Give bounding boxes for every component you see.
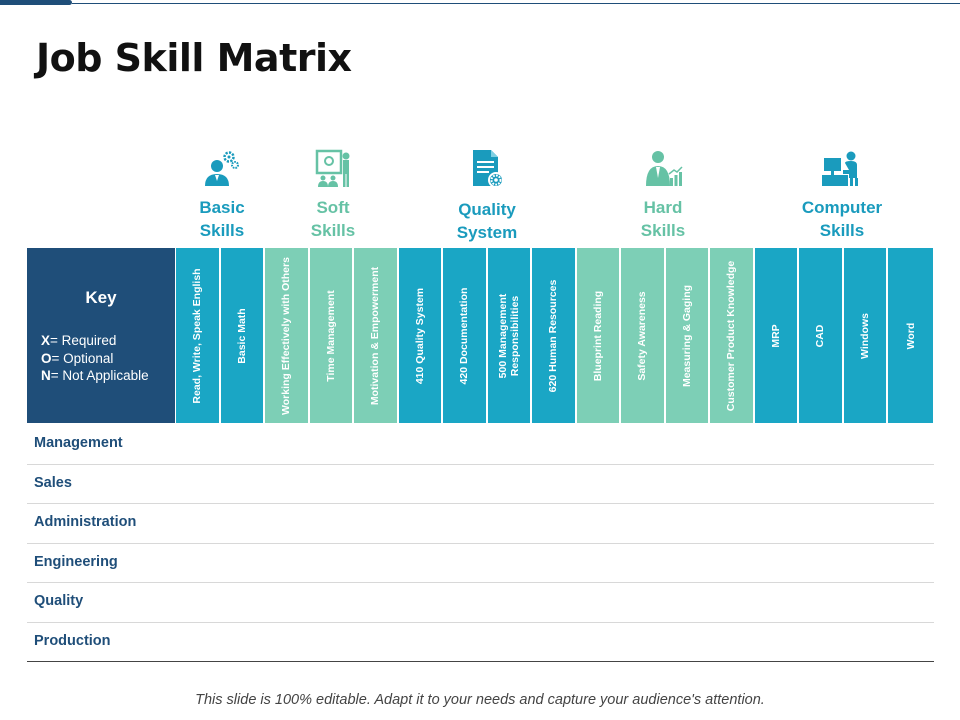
category-line1: Quality bbox=[458, 200, 516, 219]
column-label: Time Management bbox=[324, 289, 337, 382]
column-header: Working Effectively with Others bbox=[265, 248, 309, 423]
top-accent-bar bbox=[0, 0, 72, 5]
key-text: = Optional bbox=[51, 350, 114, 366]
matrix-row: Management bbox=[27, 425, 934, 465]
row-label: Sales bbox=[34, 474, 72, 491]
document-gear-icon bbox=[473, 150, 504, 188]
column-header: 410 Quality System bbox=[398, 248, 442, 423]
column-label: 500 Management Responsibilities bbox=[496, 293, 521, 378]
key-code: X bbox=[41, 333, 51, 348]
column-label: 420 Documentation bbox=[458, 287, 471, 384]
category-basic-skills: Basic Skills bbox=[172, 148, 272, 242]
category-line1: Computer bbox=[801, 198, 883, 217]
presentation-icon bbox=[315, 149, 350, 187]
key-line-not-applicable: N= Not Applicable bbox=[41, 367, 149, 385]
row-label: Engineering bbox=[34, 553, 118, 570]
column-label: Safety Awareness bbox=[636, 290, 649, 381]
column-header: Blueprint Reading bbox=[576, 248, 620, 423]
key-legend: Key X= Required O= Optional N= Not Appli… bbox=[27, 248, 175, 423]
row-label: Production bbox=[34, 632, 111, 649]
column-header: CAD bbox=[799, 248, 843, 423]
worker-chart-icon bbox=[646, 151, 683, 186]
column-label: Basic Math bbox=[235, 307, 248, 364]
column-label: Working Effectively with Others bbox=[280, 256, 293, 415]
column-header: Basic Math bbox=[220, 248, 264, 423]
category-line1: Soft bbox=[316, 198, 350, 217]
column-header: Windows bbox=[843, 248, 887, 423]
column-header: 500 Management Responsibilities bbox=[487, 248, 531, 423]
column-label: CAD bbox=[814, 324, 827, 347]
category-computer-skills: Computer Skills bbox=[787, 148, 897, 242]
category-line1: Basic bbox=[199, 198, 245, 217]
row-label: Management bbox=[34, 435, 123, 451]
matrix-row: Sales bbox=[27, 465, 934, 504]
column-label: 410 Quality System bbox=[413, 287, 426, 384]
column-header: Word bbox=[888, 248, 934, 423]
column-header: Time Management bbox=[309, 248, 353, 423]
column-header: Customer Product Knowledge bbox=[710, 248, 754, 423]
key-text: = Not Applicable bbox=[50, 368, 149, 383]
key-lines: X= Required O= Optional N= Not Applicabl… bbox=[41, 332, 149, 385]
footer-note: This slide is 100% editable. Adapt it to… bbox=[195, 692, 765, 708]
key-line-optional: O= Optional bbox=[41, 350, 149, 368]
column-header: Motivation & Empowerment bbox=[354, 248, 398, 423]
computer-user-icon bbox=[822, 151, 858, 186]
column-label: Customer Product Knowledge bbox=[725, 260, 738, 411]
key-line-required: X= Required bbox=[41, 332, 149, 350]
key-code: O bbox=[41, 350, 52, 366]
column-label: Motivation & Empowerment bbox=[369, 266, 382, 405]
key-code: N bbox=[41, 368, 51, 383]
column-label: Blueprint Reading bbox=[591, 290, 604, 381]
column-label: MRP bbox=[769, 323, 782, 348]
page-title: Job Skill Matrix bbox=[36, 36, 352, 80]
matrix-row: Administration bbox=[27, 504, 934, 544]
column-label: Windows bbox=[858, 312, 871, 359]
category-line2: Skills bbox=[640, 221, 686, 240]
top-rule bbox=[72, 3, 960, 4]
category-quality-system: Quality System bbox=[437, 148, 537, 244]
category-line2: Skills bbox=[310, 221, 356, 240]
category-soft-skills: Soft Skills bbox=[283, 148, 383, 242]
matrix-row: Engineering bbox=[27, 544, 934, 583]
category-line2: System bbox=[456, 223, 518, 242]
column-label: Word bbox=[904, 322, 917, 349]
column-header: Safety Awareness bbox=[621, 248, 665, 423]
key-text: = Required bbox=[50, 333, 117, 348]
category-line2: Skills bbox=[819, 221, 865, 240]
matrix-row: Production bbox=[27, 623, 934, 662]
column-header: Measuring & Gaging bbox=[665, 248, 709, 423]
row-label: Administration bbox=[34, 514, 137, 530]
category-hard-skills: Hard Skills bbox=[613, 148, 713, 242]
column-header: Read, Write, Speak English bbox=[176, 248, 220, 423]
category-line2: Skills bbox=[199, 221, 245, 240]
column-header: 420 Documentation bbox=[443, 248, 487, 423]
person-gears-icon bbox=[205, 151, 239, 186]
column-label: Read, Write, Speak English bbox=[191, 267, 204, 404]
column-header: MRP bbox=[754, 248, 798, 423]
column-label: Measuring & Gaging bbox=[680, 284, 693, 387]
matrix-row: Quality bbox=[27, 583, 934, 623]
row-label: Quality bbox=[34, 593, 84, 609]
column-label: 620 Human Resources bbox=[547, 279, 560, 392]
column-header: 620 Human Resources bbox=[532, 248, 576, 423]
key-title: Key bbox=[85, 288, 117, 307]
category-line1: Hard bbox=[643, 198, 683, 217]
